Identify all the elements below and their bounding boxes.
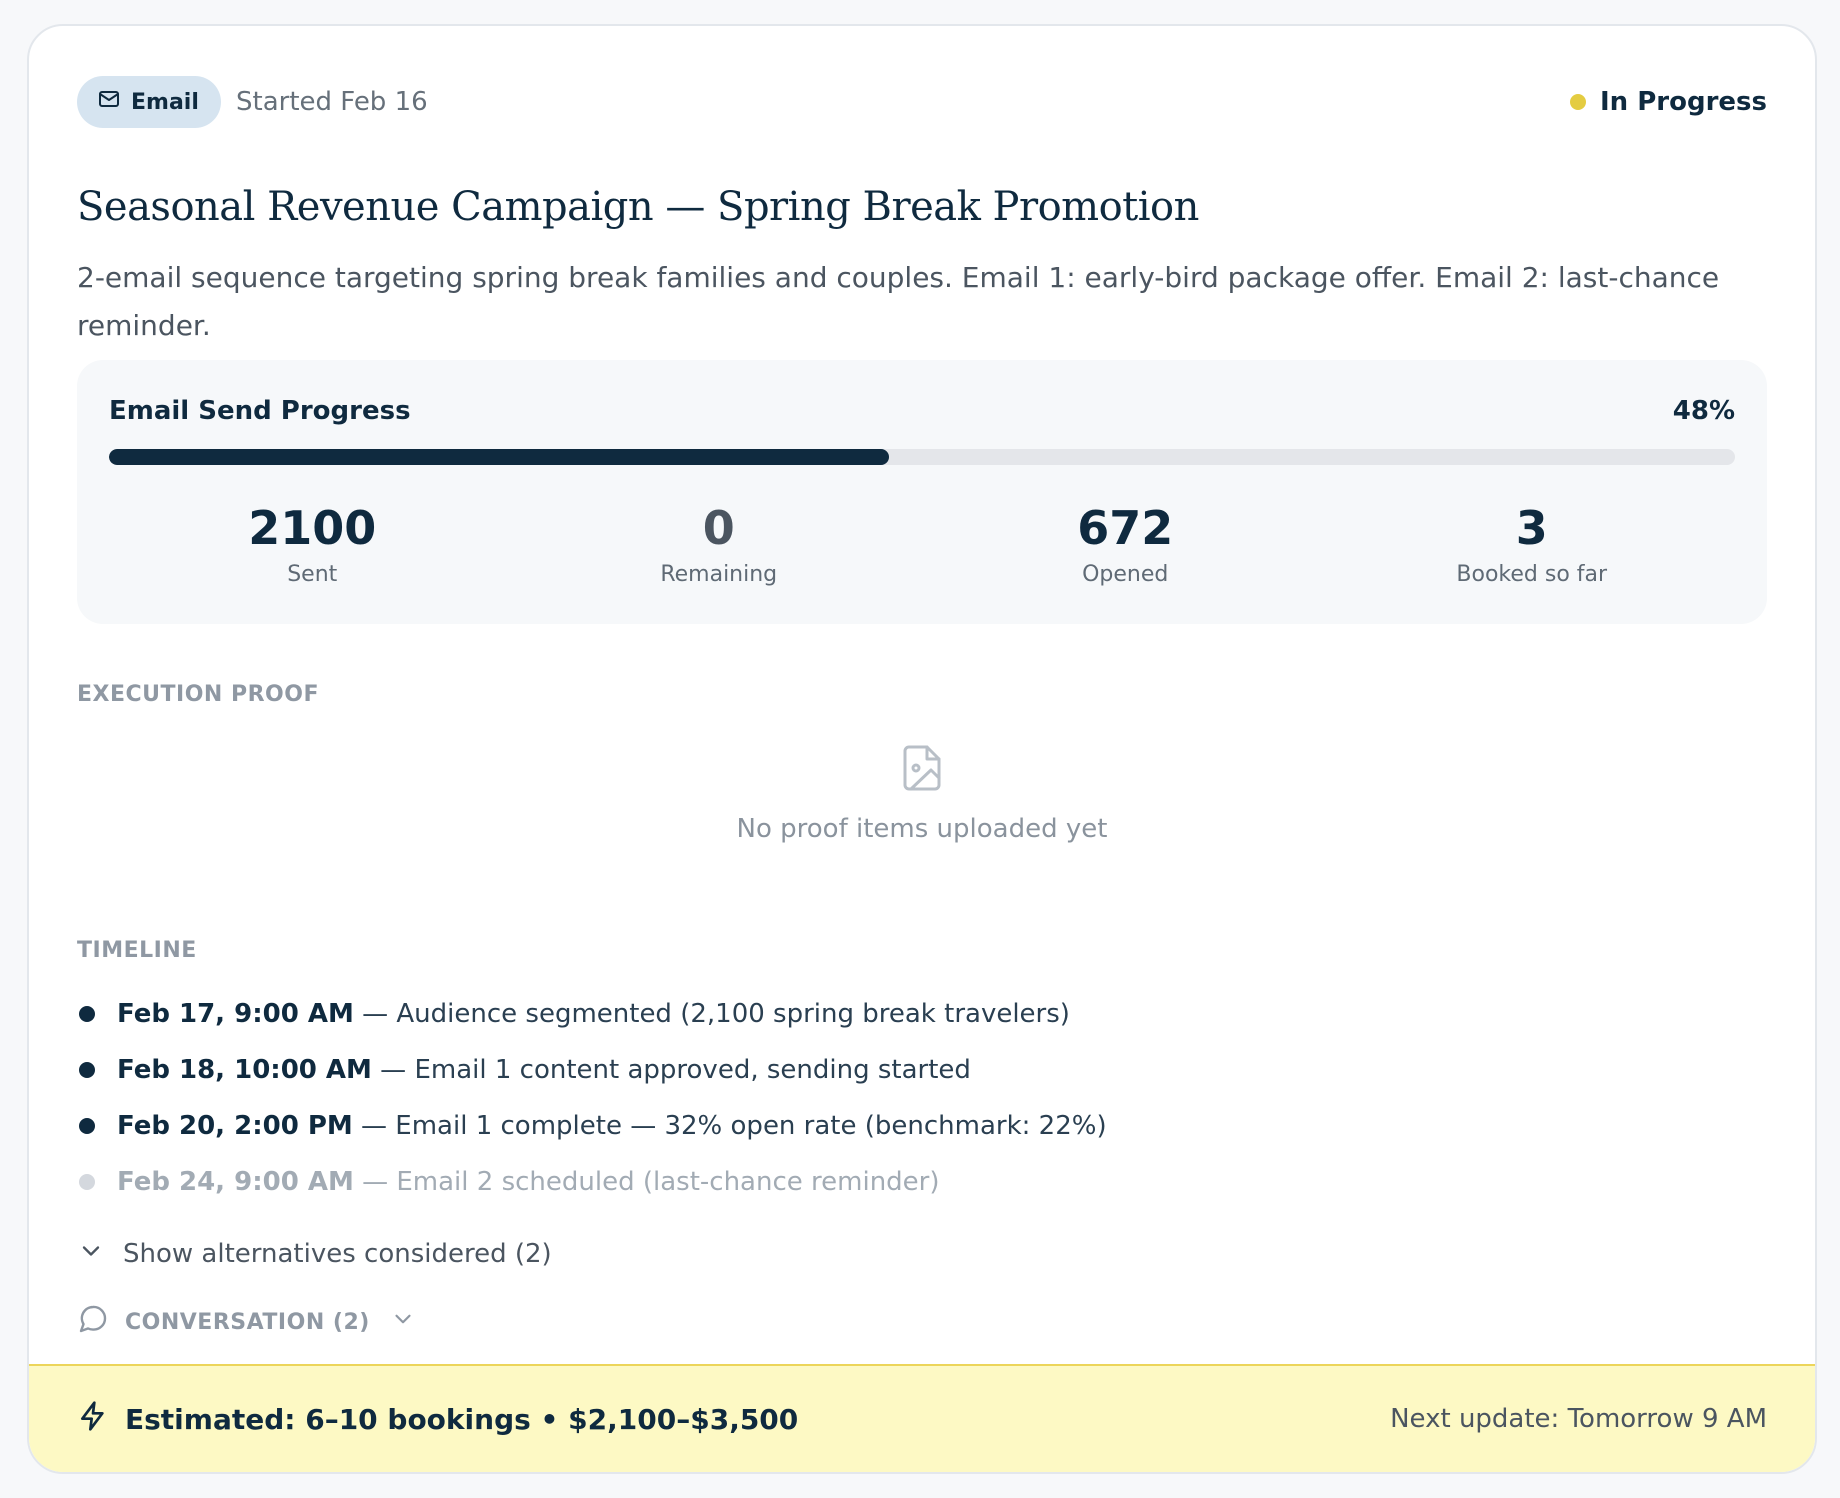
timeline-desc: — Email 2 scheduled (last-chance reminde… <box>353 1167 940 1197</box>
send-progress-panel: Email Send Progress 48% 2100 Sent 0 Rema… <box>77 360 1767 624</box>
channel-badge-label: Email <box>131 89 199 115</box>
timeline-time: Feb 18, 10:00 AM <box>117 1055 372 1085</box>
image-file-icon <box>77 744 1767 792</box>
progress-stats: 2100 Sent 0 Remaining 672 Opened 3 Booke… <box>109 500 1735 587</box>
timeline-desc: — Email 1 complete — 32% open rate (benc… <box>352 1111 1107 1141</box>
chevron-down-icon <box>386 1306 416 1338</box>
stat-remaining: 0 Remaining <box>516 500 923 587</box>
card-header: Email Started Feb 16 In Progress <box>77 76 1767 128</box>
campaign-card: Email Started Feb 16 In Progress Seasona… <box>27 24 1817 1474</box>
proof-empty-text: No proof items uploaded yet <box>736 814 1108 844</box>
campaign-title: Seasonal Revenue Campaign — Spring Break… <box>77 184 1199 230</box>
conversation-label: CONVERSATION (2) <box>125 1309 370 1335</box>
execution-proof-heading: EXECUTION PROOF <box>77 682 319 707</box>
estimate-footer: Estimated: 6–10 bookings • $2,100–$3,500… <box>29 1364 1815 1472</box>
estimate-summary: Estimated: 6–10 bookings • $2,100–$3,500 <box>77 1366 798 1472</box>
stat-opened: 672 Opened <box>922 500 1329 587</box>
conversation-toggle[interactable]: CONVERSATION (2) <box>77 1302 416 1342</box>
timeline-time: Feb 20, 2:00 PM <box>117 1111 353 1141</box>
timeline-desc: — Email 1 content approved, sending star… <box>371 1055 971 1085</box>
timeline-list: Feb 17, 9:00 AM — Audience segmented (2,… <box>77 986 1767 1210</box>
proof-empty-state: No proof items uploaded yet <box>77 744 1767 844</box>
stat-value: 3 <box>1515 501 1548 555</box>
timeline-entry: Feb 24, 9:00 AM — Email 2 scheduled (las… <box>117 1167 940 1197</box>
timeline-time: Feb 17, 9:00 AM <box>117 999 354 1029</box>
timeline-item: Feb 17, 9:00 AM — Audience segmented (2,… <box>77 986 1767 1042</box>
mail-icon <box>97 87 121 117</box>
stat-label: Booked so far <box>1456 562 1608 587</box>
timeline-dot <box>79 1118 95 1134</box>
timeline-time: Feb 24, 9:00 AM <box>117 1167 354 1197</box>
status-label: In Progress <box>1600 87 1767 117</box>
show-alternatives-toggle[interactable]: Show alternatives considered (2) <box>77 1234 552 1274</box>
next-update: Next update: Tomorrow 9 AM <box>1390 1404 1767 1434</box>
timeline-dot <box>79 1174 95 1190</box>
stat-value: 672 <box>1077 501 1174 555</box>
status-indicator: In Progress <box>1570 76 1767 128</box>
timeline-entry: Feb 18, 10:00 AM — Email 1 content appro… <box>117 1055 971 1085</box>
progress-label: Email Send Progress <box>109 396 411 426</box>
show-alternatives-label: Show alternatives considered (2) <box>123 1239 552 1269</box>
progress-percent: 48% <box>1672 396 1735 426</box>
timeline-item: Feb 20, 2:00 PM — Email 1 complete — 32%… <box>77 1098 1767 1154</box>
chat-bubble-icon <box>77 1303 109 1341</box>
timeline-item-pending: Feb 24, 9:00 AM — Email 2 scheduled (las… <box>77 1154 1767 1210</box>
status-dot <box>1570 94 1586 110</box>
stat-label: Sent <box>287 562 338 587</box>
timeline-dot <box>79 1062 95 1078</box>
chevron-down-icon <box>77 1237 105 1272</box>
campaign-description: 2-email sequence targeting spring break … <box>77 261 1720 342</box>
progress-bar-fill <box>109 449 890 465</box>
stat-label: Opened <box>1082 562 1169 587</box>
progress-bar-track <box>109 449 1735 465</box>
stat-booked: 3 Booked so far <box>1329 500 1736 587</box>
stat-label: Remaining <box>660 562 778 587</box>
lightning-icon <box>77 1400 109 1439</box>
timeline-desc: — Audience segmented (2,100 spring break… <box>353 999 1070 1029</box>
started-date: Started Feb 16 <box>236 87 428 117</box>
timeline-heading: TIMELINE <box>77 938 197 963</box>
stat-sent: 2100 Sent <box>109 500 516 587</box>
estimate-text: Estimated: 6–10 bookings • $2,100–$3,500 <box>125 1402 799 1436</box>
stat-value: 0 <box>702 501 735 555</box>
timeline-entry: Feb 20, 2:00 PM — Email 1 complete — 32%… <box>117 1111 1107 1141</box>
timeline-dot <box>79 1006 95 1022</box>
channel-badge: Email <box>77 76 221 128</box>
timeline-entry: Feb 17, 9:00 AM — Audience segmented (2,… <box>117 999 1070 1029</box>
stat-value: 2100 <box>248 501 377 555</box>
timeline-item: Feb 18, 10:00 AM — Email 1 content appro… <box>77 1042 1767 1098</box>
